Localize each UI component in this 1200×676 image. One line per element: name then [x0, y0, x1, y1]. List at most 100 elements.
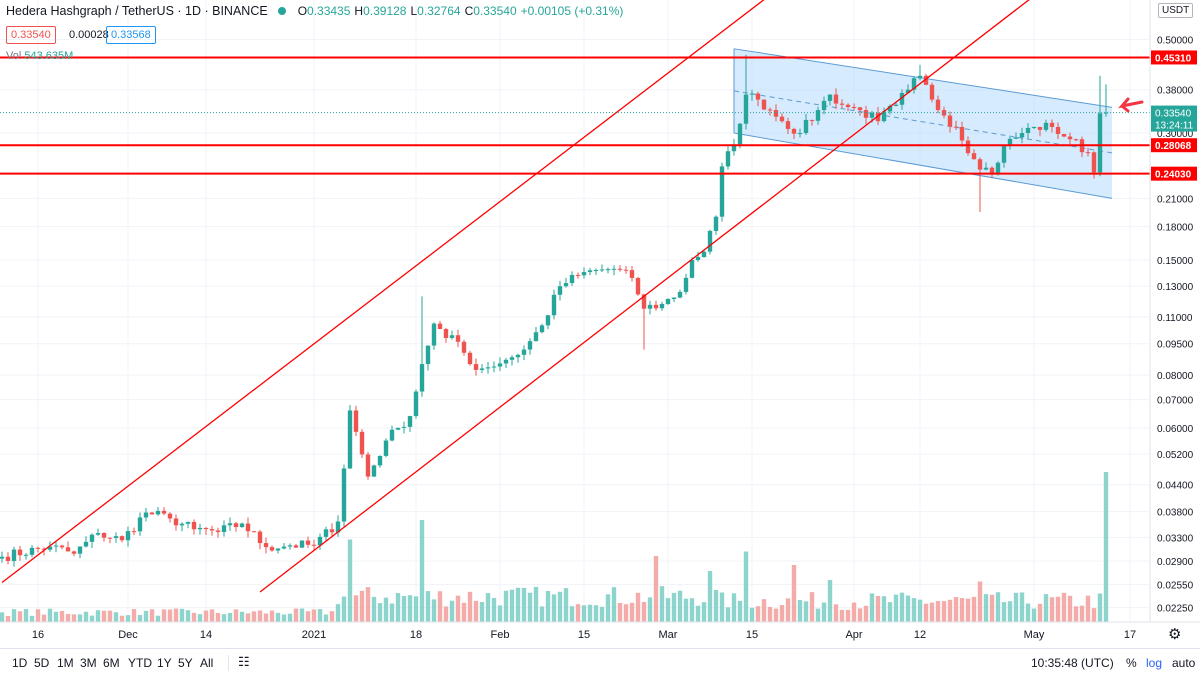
- candle-body: [413, 391, 419, 417]
- volume-bar: [161, 609, 167, 622]
- volume-bar: [335, 604, 341, 622]
- candle-body: [935, 99, 941, 111]
- candle-body: [359, 431, 365, 455]
- candle-body: [845, 104, 851, 108]
- volume-bar: [149, 609, 155, 622]
- range-5d[interactable]: 5D: [34, 656, 50, 670]
- time-axis-tick-label: 15: [578, 629, 590, 641]
- candle-body: [479, 368, 485, 370]
- candle-body: [497, 363, 503, 367]
- candle-body: [1085, 152, 1091, 154]
- candle-body: [797, 133, 803, 135]
- toolbar-divider: [228, 655, 229, 671]
- level-price-label: 0.45310: [1155, 53, 1192, 64]
- candle-body: [59, 545, 65, 548]
- go-to-date-icon[interactable]: ☷: [238, 654, 250, 669]
- candle-body: [287, 545, 293, 547]
- range-1m[interactable]: 1M: [57, 656, 74, 670]
- annotation-arrow: [1118, 97, 1144, 113]
- volume-bar: [395, 593, 401, 622]
- volume-bar: [971, 596, 977, 622]
- log-scale-toggle[interactable]: log: [1146, 656, 1163, 670]
- candle-body: [293, 545, 299, 548]
- candle-body: [1001, 145, 1007, 163]
- candle-body: [761, 99, 767, 110]
- volume-bar: [959, 598, 965, 622]
- time-axis-tick-label: 17: [1124, 629, 1136, 641]
- low-value: 0.32764: [417, 4, 461, 18]
- candle-body: [245, 523, 251, 532]
- price-axis-tick-label: 0.07000: [1157, 396, 1194, 407]
- volume-bar: [431, 599, 437, 622]
- candle-body: [737, 123, 743, 145]
- candle-body: [47, 546, 53, 550]
- volume-bar: [773, 608, 779, 622]
- candle-body: [683, 277, 689, 292]
- volume-bar: [563, 588, 569, 622]
- candle-body: [557, 286, 563, 295]
- currency-badge[interactable]: USDT: [1158, 3, 1194, 18]
- symbol-title[interactable]: Hedera Hashgraph / TetherUS · 1D · BINAN…: [6, 4, 268, 18]
- clock-display[interactable]: 10:35:48 (UTC): [1031, 656, 1114, 670]
- trend-line: [259, 0, 1030, 593]
- candle-body: [839, 103, 845, 105]
- sell-price-box[interactable]: 0.33540: [6, 26, 56, 44]
- candle-body: [11, 549, 17, 561]
- volume-bar: [233, 609, 239, 622]
- candle-body: [257, 531, 263, 544]
- volume-bar: [137, 615, 143, 622]
- volume-bar: [5, 615, 11, 622]
- volume-bar: [989, 594, 995, 622]
- level-price-label: 0.28068: [1155, 141, 1192, 152]
- buy-price-box[interactable]: 0.33568: [106, 26, 156, 44]
- candle-body: [665, 299, 671, 304]
- trend-line: [1, 0, 765, 584]
- candle-body: [95, 533, 101, 535]
- volume-bar: [749, 607, 755, 622]
- candle-body: [611, 268, 617, 270]
- candle-body: [971, 153, 977, 160]
- volume-bar: [305, 611, 311, 622]
- volume-bar: [923, 603, 929, 622]
- candle-body: [383, 440, 389, 456]
- candle-body: [41, 548, 47, 550]
- settings-gear-icon[interactable]: ⚙: [1168, 626, 1182, 643]
- candle-body: [83, 541, 89, 547]
- candle-body: [239, 523, 245, 528]
- candle-body: [275, 548, 281, 551]
- candle-body: [659, 303, 665, 309]
- range-all[interactable]: All: [200, 656, 214, 670]
- candle-body: [437, 323, 443, 330]
- range-1y[interactable]: 1Y: [157, 656, 172, 670]
- candle-body: [461, 341, 467, 353]
- candle-body: [779, 116, 785, 122]
- range-3m[interactable]: 3M: [80, 656, 97, 670]
- volume-bar: [575, 604, 581, 622]
- volume-bar: [833, 604, 839, 622]
- range-6m[interactable]: 6M: [103, 656, 120, 670]
- range-ytd[interactable]: YTD: [128, 656, 152, 670]
- volume-legend: Vol 543.635M: [6, 50, 73, 62]
- auto-scale-toggle[interactable]: auto: [1172, 656, 1196, 670]
- candle-body: [719, 166, 725, 217]
- percent-scale-toggle[interactable]: %: [1126, 656, 1137, 670]
- range-1d[interactable]: 1D: [12, 656, 28, 670]
- range-5y[interactable]: 5Y: [178, 656, 193, 670]
- volume-bar: [785, 598, 791, 622]
- level-price-label: 0.24030: [1155, 170, 1192, 181]
- volume-bar: [629, 602, 635, 622]
- volume-bar: [455, 595, 461, 622]
- volume-bar: [827, 580, 833, 622]
- candle-body: [551, 294, 557, 316]
- volume-bar: [647, 597, 653, 622]
- volume-bar: [95, 610, 101, 622]
- volume-bar: [677, 590, 683, 622]
- candle-body: [641, 294, 647, 309]
- time-axis-tick-label: Feb: [491, 629, 510, 641]
- candle-body: [347, 410, 353, 469]
- bottom-toolbar: 1D 5D 1M 3M 6M YTD 1Y 5Y All ☷ 10:35:48 …: [0, 648, 1200, 676]
- volume-bar: [839, 609, 845, 622]
- volume-bar: [743, 551, 749, 622]
- volume-bar: [1097, 593, 1103, 622]
